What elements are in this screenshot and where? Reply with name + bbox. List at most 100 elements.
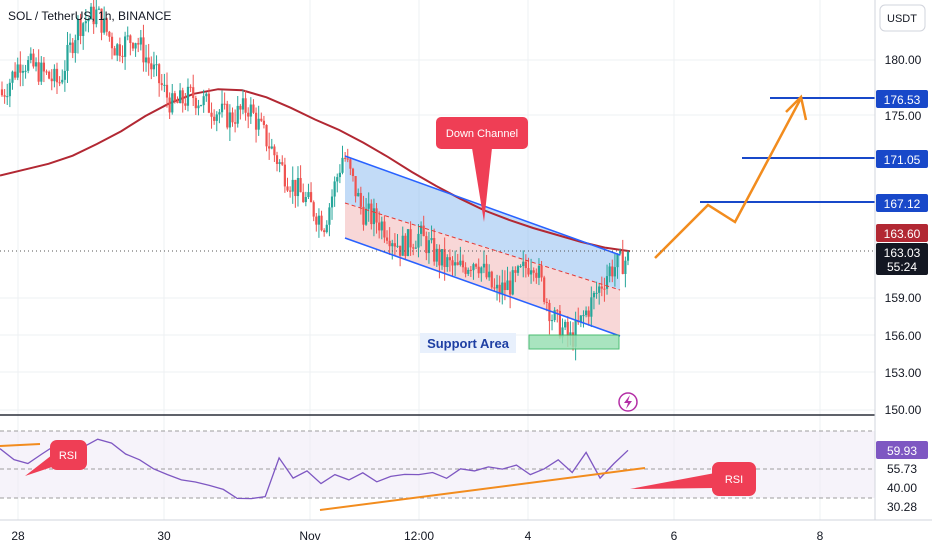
candle-body: [194, 98, 197, 109]
candle-body: [464, 267, 467, 274]
candle-body: [330, 196, 334, 208]
candle-body: [574, 320, 577, 347]
candle-body: [446, 257, 449, 267]
rsi-current-value: 59.93: [887, 444, 917, 458]
price-tick: 159.00: [885, 291, 922, 305]
candle-body: [215, 114, 218, 121]
candle-body: [13, 71, 17, 78]
candle-body: [155, 64, 158, 66]
target-label-176: 176.53: [876, 90, 928, 108]
candle-body: [205, 93, 208, 97]
candle-body: [16, 64, 19, 78]
candle-body: [126, 35, 129, 37]
candle-body: [199, 105, 203, 107]
candle-body: [378, 222, 381, 231]
candle-body: [186, 86, 190, 106]
target-price-text: 167.12: [884, 197, 921, 211]
candle-body: [556, 310, 559, 312]
candle-body: [69, 42, 72, 45]
candle-body: [29, 53, 32, 61]
candle-body: [616, 253, 619, 268]
candle-body: [613, 267, 617, 277]
candle-body: [231, 112, 234, 123]
candle-body: [579, 315, 582, 323]
candle-body: [76, 18, 80, 41]
candle-body: [522, 261, 525, 267]
candle-body: [129, 35, 132, 44]
candle-body: [8, 82, 11, 97]
support-area-label: Support Area: [427, 336, 510, 351]
candle-body: [213, 116, 216, 121]
candle-body: [474, 264, 478, 267]
candle-body: [317, 215, 321, 225]
candle-body: [388, 240, 391, 247]
candle-body: [359, 192, 362, 207]
candle-body: [278, 162, 281, 164]
candle-body: [346, 158, 349, 160]
candle-body: [624, 260, 627, 274]
candle-body: [66, 44, 69, 71]
candle-body: [223, 103, 226, 105]
candle-body: [270, 146, 273, 149]
candle-body: [370, 203, 373, 225]
candle-body: [375, 208, 378, 223]
flash-icon[interactable]: [618, 392, 638, 412]
candle-body: [495, 284, 499, 289]
candle-body: [619, 250, 622, 254]
candle-body: [244, 98, 247, 113]
candle-body: [451, 260, 454, 266]
candle-body: [438, 248, 441, 266]
candle-body: [95, 9, 98, 25]
currency-button[interactable]: USDT: [879, 4, 926, 32]
candle-body: [273, 146, 276, 156]
down-channel-lower-fill: [345, 203, 620, 336]
candle-body: [296, 178, 300, 197]
candle-body: [3, 95, 6, 97]
candle-body: [488, 271, 491, 278]
candle-body: [605, 276, 609, 289]
time-tick: Nov: [299, 529, 320, 543]
candle-body: [511, 270, 514, 295]
candle-body: [118, 44, 121, 56]
candle-body: [6, 96, 9, 98]
candle-body: [34, 62, 38, 67]
candle-body: [393, 243, 396, 247]
candle-body: [550, 320, 554, 322]
candle-body: [325, 224, 328, 233]
candle-body: [529, 270, 533, 275]
candle-body: [71, 42, 74, 54]
price-tick: 180.00: [885, 53, 922, 67]
candle-body: [582, 315, 585, 317]
rsi-trendline-main: [319, 467, 646, 511]
candle-body: [490, 271, 493, 288]
candle-body: [595, 292, 598, 294]
candle-body: [176, 100, 179, 104]
candle-body: [493, 287, 496, 289]
candle-body: [61, 79, 64, 83]
rsi-tick: 55.73: [887, 462, 917, 476]
candle-body: [53, 68, 56, 82]
candle-body: [569, 332, 572, 336]
time-tick: 4: [525, 529, 532, 543]
candle-body: [524, 261, 527, 269]
candle-body: [338, 172, 341, 178]
price-tick: 153.00: [885, 366, 922, 380]
candle-body: [0, 89, 4, 96]
candle-body: [262, 120, 266, 125]
symbol-title: SOL / TetherUS, 1h, BINANCE: [8, 9, 171, 23]
target-price-text: 176.53: [884, 93, 921, 107]
candle-body: [372, 208, 376, 225]
candle-body: [592, 292, 596, 298]
projection-arrow-head: [785, 94, 808, 121]
candle-body: [448, 257, 451, 261]
candle-body: [45, 71, 48, 73]
rsi-tick: 40.00: [887, 481, 917, 495]
candle-body: [412, 247, 415, 249]
candle-body: [351, 168, 355, 177]
candle-body: [189, 86, 192, 88]
candle-body: [27, 60, 30, 71]
candle-body: [498, 284, 501, 295]
candle-body: [181, 90, 184, 104]
down-channel-bottom-line: [344, 237, 621, 337]
